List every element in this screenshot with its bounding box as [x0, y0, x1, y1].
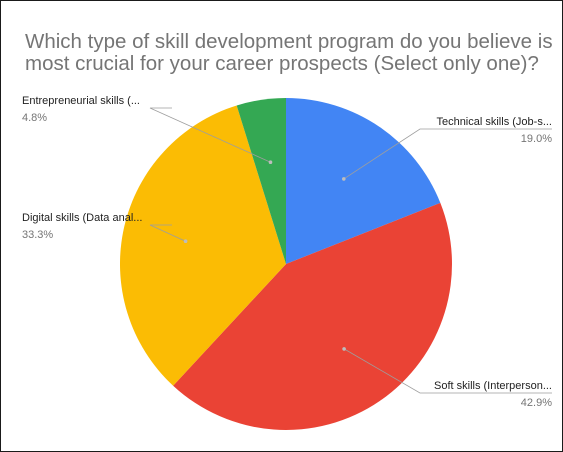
leader-dot: [342, 177, 346, 181]
chart-title-line-2: most crucial for your career prospects (…: [25, 52, 539, 75]
leader-line: [343, 348, 552, 394]
leader-line: [343, 128, 552, 180]
leader-dot: [342, 347, 346, 351]
slice-percent-label: 4.8%: [22, 112, 47, 124]
leader-line: [149, 107, 271, 163]
slice-label: Technical skills (Job-s...: [436, 116, 552, 128]
pie-slice: [119, 105, 286, 386]
chart-title-line-1: Which type of skill development program …: [25, 30, 553, 53]
pie-slice: [236, 98, 286, 264]
leader-dot: [183, 239, 188, 243]
slice-percent-label: 33.3%: [22, 229, 53, 241]
pie-slice: [286, 98, 441, 264]
leader-line: [149, 224, 186, 242]
leader-dot: [268, 160, 273, 164]
slice-percent-label: 42.9%: [521, 397, 552, 409]
slice-label: Digital skills (Data anal...: [22, 212, 142, 224]
pie-slice: [173, 202, 452, 430]
slice-label: Soft skills (Interperson...: [434, 380, 552, 392]
chart-title: Which type of skill development program …: [25, 30, 553, 75]
slice-label: Entrepreneurial skills (...: [22, 95, 140, 107]
slice-percent-label: 19.0%: [521, 133, 552, 145]
